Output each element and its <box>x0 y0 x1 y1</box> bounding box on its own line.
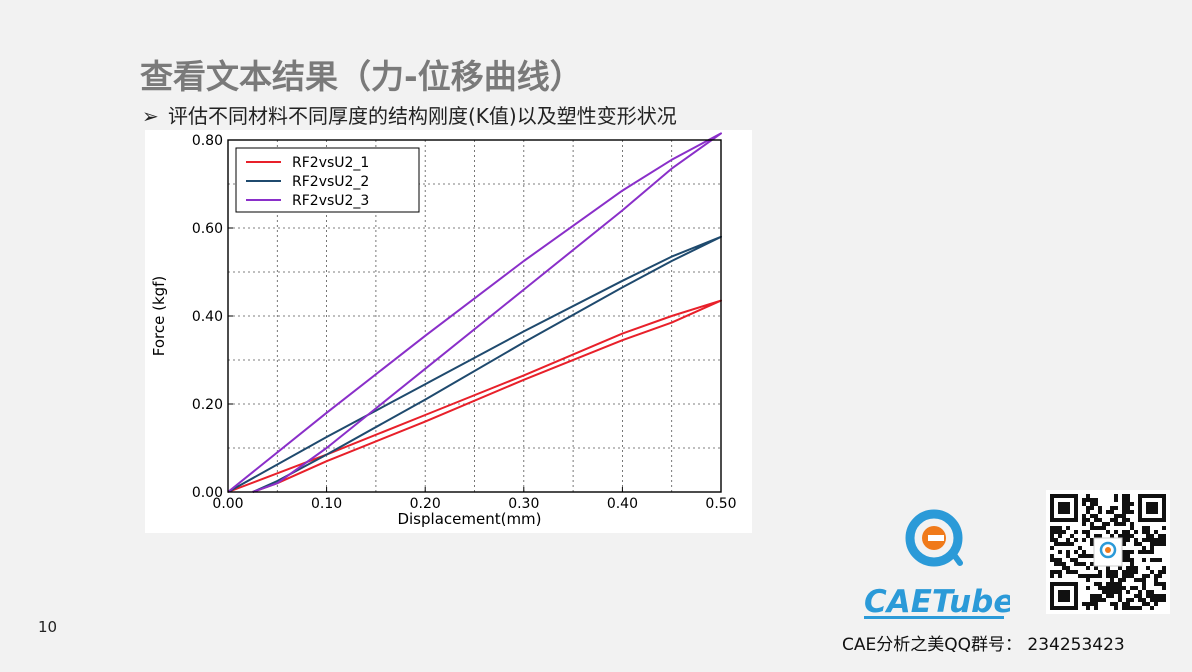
x-tick-label: 0.30 <box>508 496 539 512</box>
bullet-point: ➢ 评估不同材料不同厚度的结构刚度(K值)以及塑性变形状况 <box>142 100 677 129</box>
page-number: 10 <box>38 618 58 636</box>
chart-legend: RF2vsU2_1 RF2vsU2_2 RF2vsU2_3 <box>235 147 420 213</box>
force-displacement-chart: 0.00 0.10 0.20 0.30 0.40 0.50 0.00 0.20 0.40 0.60… <box>145 130 752 533</box>
y-tick-label: 0.40 <box>192 309 223 325</box>
x-tick-label: 0.40 <box>607 496 638 512</box>
footer-qq-group: CAE分析之美QQ群号： 234253423 <box>842 635 1125 655</box>
y-tick-label: 0.60 <box>192 221 223 237</box>
series-line-1 <box>227 299 722 493</box>
series-line-2 <box>227 235 722 493</box>
x-tick-label: 0.00 <box>212 496 243 512</box>
x-axis-label: Displacement(mm) <box>397 510 541 528</box>
legend-label-1: RF2vsU2_1 <box>292 155 369 171</box>
arrow-bullet-icon: ➢ <box>142 104 159 128</box>
legend-label-2: RF2vsU2_2 <box>292 174 369 190</box>
chart-ticks: 0.00 0.10 0.20 0.30 0.40 0.50 0.00 0.20 0.40 0.60… <box>192 133 737 512</box>
x-tick-label: 0.50 <box>705 496 736 512</box>
chart-series <box>227 132 722 493</box>
bullet-text: 评估不同材料不同厚度的结构刚度(K值)以及塑性变形状况 <box>168 104 677 128</box>
legend-label-3: RF2vsU2_3 <box>292 193 369 209</box>
x-tick-label: 0.20 <box>410 496 441 512</box>
y-tick-label: 0.80 <box>192 133 223 149</box>
y-tick-label: 0.20 <box>192 397 223 413</box>
slide-title: 查看文本结果（力-位移曲线） <box>140 57 583 96</box>
series-line-3 <box>227 132 722 493</box>
y-tick-label: 0.00 <box>192 485 223 501</box>
logo-text: CAETube <box>864 584 1010 620</box>
chart-canvas: 0.00 0.10 0.20 0.30 0.40 0.50 0.00 0.20 0.40 0.60… <box>150 132 737 528</box>
caetube-logo-icon: CAETube <box>860 508 1014 624</box>
qr-code-icon <box>1046 490 1170 614</box>
x-tick-label: 0.10 <box>311 496 342 512</box>
y-axis-label: Force (kgf) <box>150 276 168 357</box>
